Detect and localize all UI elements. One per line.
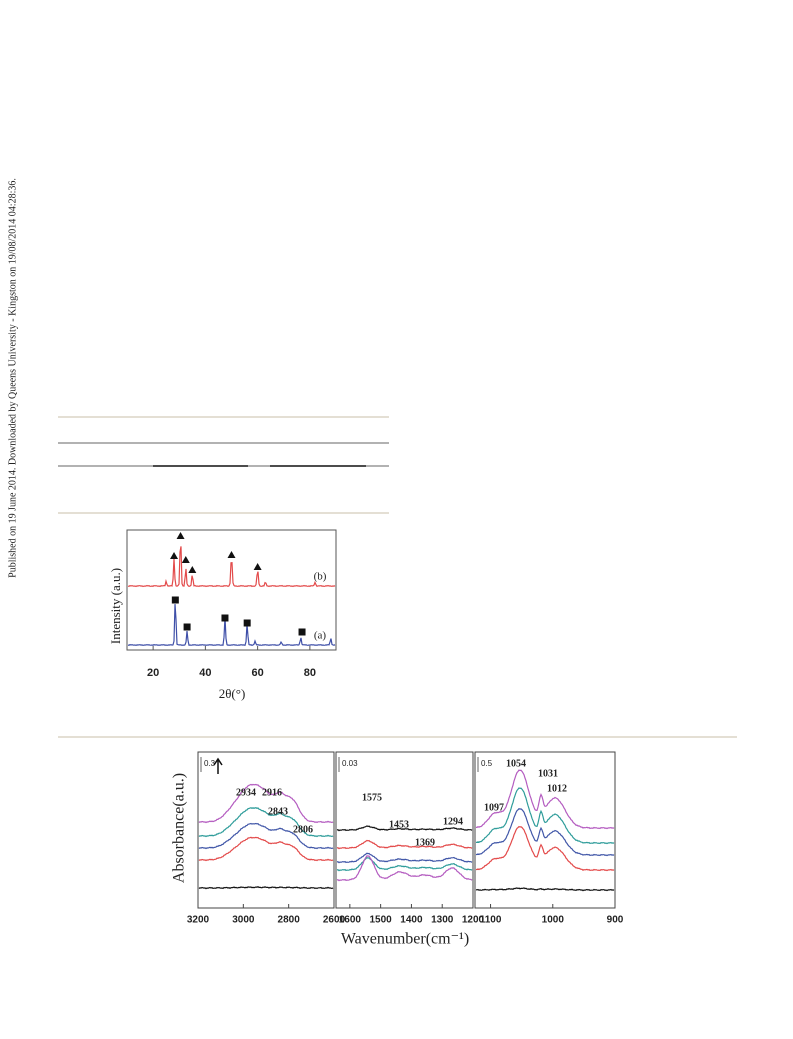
peak-label: 2934 (236, 787, 256, 798)
plot-frame (335, 751, 474, 909)
x-tick-label: 2800 (278, 915, 301, 926)
x-tick-label: 900 (607, 915, 624, 926)
x-tick-label: 1500 (370, 915, 393, 926)
x-tick-label: 1600 (339, 915, 362, 926)
x-tick-label: 1100 (480, 915, 502, 926)
marker-triangle (181, 556, 190, 563)
marker-square (171, 596, 179, 604)
x-tick-label: 1300 (431, 915, 454, 926)
spectrum (476, 807, 615, 857)
spectrum (198, 783, 334, 824)
arrow (213, 757, 223, 774)
peak-label: 2806 (293, 824, 313, 835)
marker-triangle (170, 552, 179, 559)
peak-label: 1294 (443, 816, 463, 827)
plot-frame (126, 529, 337, 651)
x-tick-label: 1200 (462, 915, 485, 926)
spectrum (476, 787, 615, 845)
x-tick-label: 3200 (187, 915, 210, 926)
x-axis-label: Wavenumber(cm⁻¹) (341, 931, 469, 948)
marker-triangle (176, 532, 185, 539)
marker-triangle (227, 551, 236, 558)
y-axis-label: Intensity (a.u.) (108, 568, 123, 644)
scale-label: 0.5 (481, 759, 493, 768)
marker-square (298, 628, 306, 636)
x-tick-label: 3000 (232, 915, 255, 926)
spectrum (336, 852, 473, 864)
plot-frame (197, 751, 335, 909)
x-tick-label: 40 (199, 667, 211, 679)
trace-label: (b) (314, 571, 327, 583)
peak-label: 2843 (268, 806, 288, 817)
y-axis-label: Absorbance(a.u.) (171, 773, 188, 883)
marker-square (183, 623, 191, 631)
spectrum (198, 807, 334, 838)
peak-label: 1012 (547, 783, 567, 794)
marker-square (221, 614, 229, 622)
scale-label: 0.3 (204, 759, 216, 768)
spectrum (198, 822, 334, 850)
trace-label: (a) (314, 630, 327, 642)
spectrum (198, 836, 334, 862)
peak-label: 1369 (415, 837, 435, 848)
x-tick-label: 60 (252, 667, 264, 679)
x-tick-label: 80 (304, 667, 316, 679)
peak-label: 2916 (262, 787, 282, 798)
spectrum (127, 546, 336, 588)
spectrum (475, 887, 615, 892)
spectrum (198, 885, 334, 890)
spectrum (476, 769, 615, 830)
x-tick-label: 1000 (542, 915, 565, 926)
peak-label: 1054 (506, 758, 526, 769)
peak-label: 1453 (389, 819, 409, 830)
spectrum (336, 855, 473, 882)
marker-square (243, 619, 251, 627)
spectrum (336, 839, 473, 850)
spectrum (127, 604, 336, 647)
side-note: Published on 19 June 2014. Downloaded by… (7, 178, 18, 578)
peak-label: 1575 (362, 792, 382, 803)
peak-label: 1097 (484, 802, 504, 813)
marker-triangle (188, 566, 197, 573)
spectrum (336, 825, 473, 832)
peak-label: 1031 (538, 768, 558, 779)
spectrum (476, 825, 615, 872)
x-axis-label: 2θ(°) (219, 686, 246, 701)
x-tick-label: 2600 (323, 915, 346, 926)
x-tick-label: 1400 (400, 915, 423, 926)
plot-frame (474, 751, 616, 909)
x-tick-label: 20 (147, 667, 159, 679)
spectrum (336, 856, 473, 872)
marker-triangle (253, 563, 262, 570)
scale-label: 0.03 (342, 759, 358, 768)
